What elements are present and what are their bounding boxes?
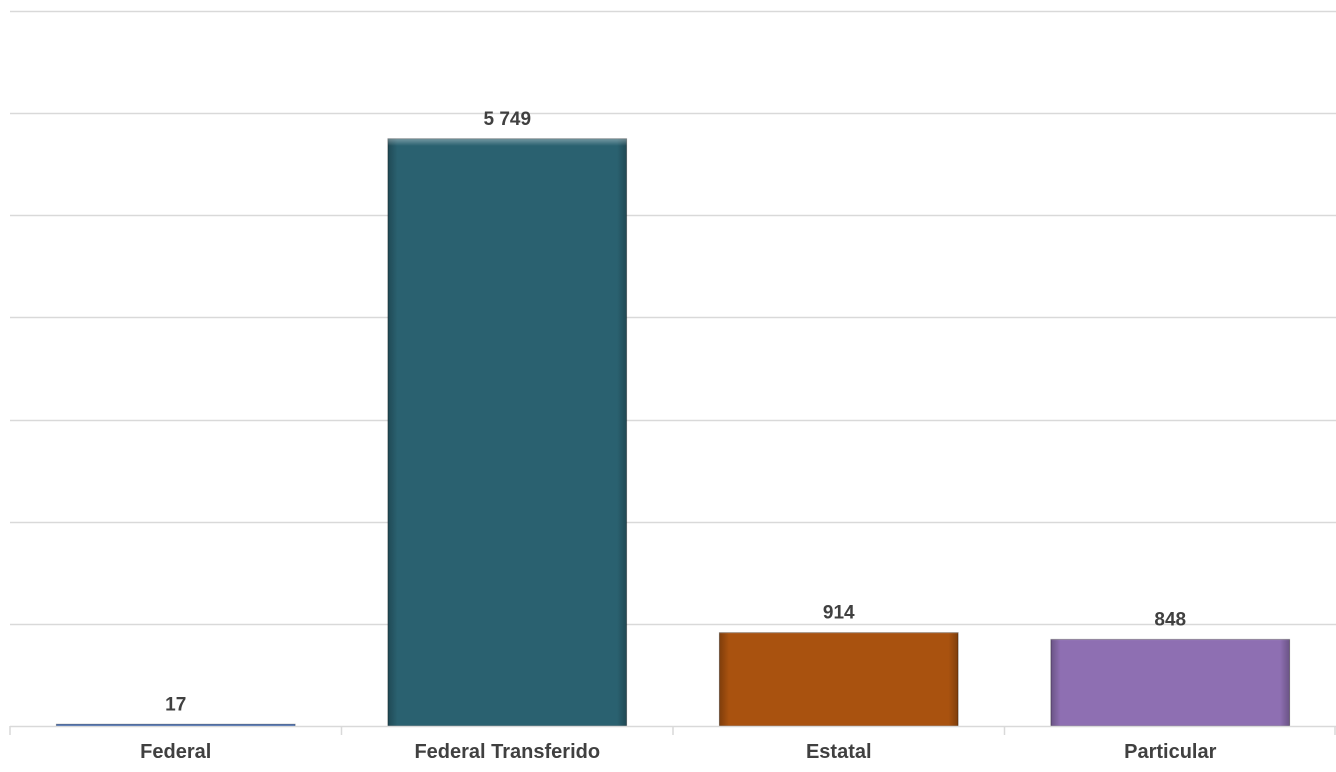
bar-highlight	[719, 632, 959, 726]
data-label: 848	[1154, 609, 1186, 630]
data-labels: 17 5 749 914 848	[165, 109, 1186, 715]
category-label: Estatal	[806, 741, 872, 763]
bar-federal-transferido	[387, 138, 628, 727]
bar-federal	[55, 723, 296, 727]
gridlines	[10, 10, 1336, 626]
data-label: 5 749	[483, 109, 531, 130]
bar-highlight	[387, 138, 627, 727]
bar	[55, 723, 296, 727]
bar-particular	[1050, 638, 1291, 727]
data-label: 914	[823, 603, 855, 624]
data-label: 17	[165, 694, 186, 715]
category-label: Particular	[1124, 741, 1216, 763]
bars	[55, 138, 1291, 727]
bar-estatal	[718, 632, 959, 727]
category-label: Federal Transferido	[414, 741, 600, 763]
x-axis: Federal Federal Transferido Estatal Particu…	[9, 725, 1336, 763]
bar-highlight	[1050, 639, 1290, 726]
category-label: Federal	[140, 741, 211, 763]
